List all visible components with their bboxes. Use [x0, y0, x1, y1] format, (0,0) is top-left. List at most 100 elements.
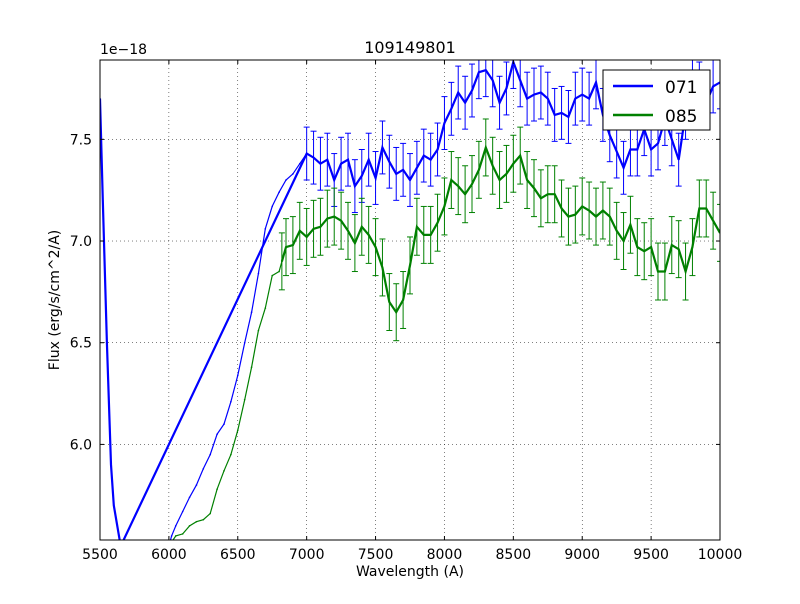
- data-point: [264, 228, 267, 230]
- data-point: [450, 108, 453, 110]
- data-point: [622, 166, 625, 169]
- data-point: [422, 154, 425, 157]
- data-point: [581, 93, 584, 96]
- data-point: [471, 183, 473, 185]
- data-point: [216, 488, 218, 490]
- data-point: [312, 156, 315, 159]
- data-point: [257, 329, 260, 332]
- data-point: [278, 270, 280, 273]
- tick-marks: [99, 60, 721, 540]
- data-point: [471, 89, 473, 92]
- data-point: [333, 179, 336, 181]
- data-point: [354, 185, 356, 187]
- series-071-blue: [169, 152, 308, 540]
- data-point: [422, 234, 425, 236]
- data-point: [691, 246, 694, 248]
- legend: 071 085: [602, 69, 711, 131]
- data-point: [188, 496, 191, 499]
- tick-labels: 5500 6000 6500 7000 7500 8000 8500 9000 9500 1000…: [70, 132, 743, 563]
- data-point: [464, 101, 466, 104]
- data-point: [354, 242, 356, 244]
- data-point: [560, 207, 563, 210]
- data-point: [195, 484, 198, 486]
- data-point: [388, 301, 391, 303]
- data-point: [250, 366, 253, 368]
- legend-label-085: 085: [665, 107, 697, 127]
- data-point: [505, 87, 508, 90]
- data-point: [216, 433, 218, 436]
- x-tick-label: 7000: [289, 547, 325, 563]
- data-point: [340, 219, 342, 222]
- x-tick-label: 9000: [564, 547, 600, 563]
- data-point: [595, 215, 597, 218]
- data-point: [395, 173, 398, 175]
- data-point: [629, 223, 632, 226]
- data-point: [484, 146, 487, 149]
- x-tick-label: 6500: [220, 547, 256, 563]
- data-point: [360, 225, 363, 228]
- data-point: [110, 463, 112, 466]
- data-point: [333, 215, 336, 218]
- data-point: [664, 270, 666, 273]
- data-point: [278, 191, 280, 194]
- data-point: [588, 209, 590, 212]
- data-point: [319, 225, 322, 228]
- data-point: [519, 154, 522, 157]
- data-point: [491, 79, 494, 82]
- y-tick-label: 7.0: [70, 234, 92, 250]
- data-point: [181, 533, 184, 535]
- data-point: [188, 524, 191, 527]
- data-point: [305, 152, 308, 155]
- data-point: [608, 215, 611, 218]
- data-point: [670, 244, 673, 246]
- data-point: [567, 116, 570, 118]
- data-point: [560, 112, 563, 114]
- data-point: [712, 85, 714, 88]
- data-point: [402, 299, 404, 301]
- data-point: [677, 158, 680, 161]
- plot-frame: [99, 59, 721, 541]
- y-tick-label: 6.0: [70, 437, 92, 453]
- chart-title: 109149801: [364, 38, 456, 57]
- legend-box: [602, 69, 711, 131]
- data-point: [195, 520, 198, 523]
- data-point: [657, 142, 659, 145]
- x-tick-label: 6000: [151, 547, 187, 563]
- data-point: [347, 158, 349, 161]
- data-point: [602, 209, 604, 212]
- data-point: [174, 524, 177, 527]
- data-point: [712, 219, 714, 222]
- data-point: [526, 179, 528, 181]
- x-tick-label: 8000: [427, 547, 463, 563]
- series-line: [169, 153, 308, 540]
- data-point: [491, 164, 494, 167]
- data-point: [292, 173, 294, 175]
- data-point: [574, 97, 577, 100]
- data-point: [174, 535, 177, 537]
- data-point: [367, 234, 370, 236]
- data-point: [684, 270, 687, 273]
- data-point: [340, 162, 342, 165]
- series-085-green: [172, 260, 283, 540]
- data-point: [698, 207, 701, 210]
- data-point: [381, 266, 384, 269]
- data-point: [498, 179, 501, 181]
- x-tick-label: 7500: [358, 547, 394, 563]
- data-point: [540, 91, 542, 94]
- data-point: [670, 138, 673, 141]
- data-point: [271, 205, 274, 208]
- data-point: [360, 175, 363, 177]
- data-point: [546, 193, 549, 196]
- data-point: [533, 187, 535, 189]
- data-point: [243, 341, 246, 344]
- data-point: [546, 97, 549, 100]
- data-point: [326, 158, 329, 161]
- data-point: [526, 97, 528, 100]
- data-point: [250, 311, 253, 314]
- data-point: [312, 228, 315, 230]
- data-point: [505, 173, 508, 175]
- data-point: [436, 148, 439, 151]
- data-point: [553, 114, 556, 116]
- data-point: [243, 398, 246, 401]
